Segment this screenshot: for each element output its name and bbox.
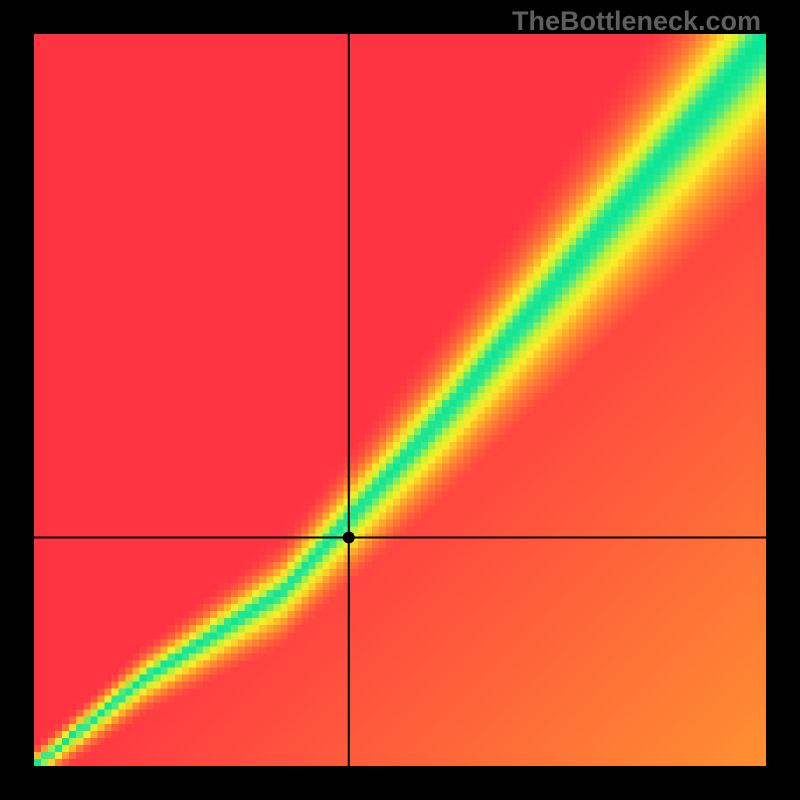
crosshair-overlay [34,34,766,766]
watermark-text: TheBottleneck.com [512,6,761,37]
